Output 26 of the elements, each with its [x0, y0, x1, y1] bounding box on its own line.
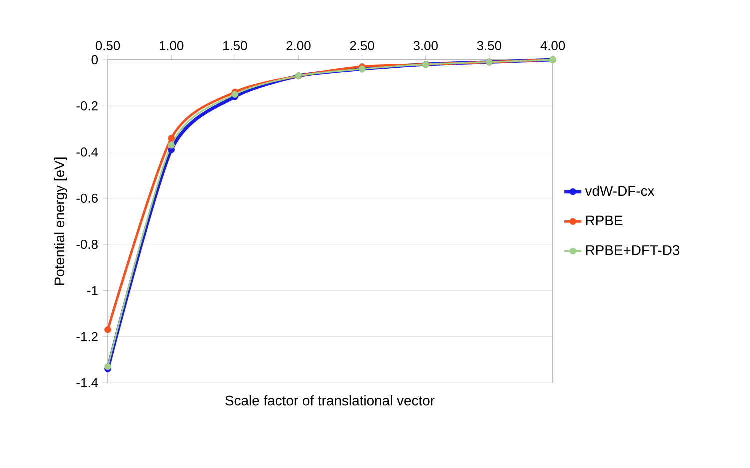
x-tick-label: 3.00 — [414, 41, 438, 50]
point — [232, 91, 239, 98]
x-tick-label: 1.50 — [224, 41, 248, 50]
point — [104, 363, 112, 370]
legend-label: RPBE — [586, 216, 623, 226]
y-tick-label: 0 — [92, 55, 98, 65]
y-axis-title: Potential energy [eV] — [54, 158, 68, 286]
point — [168, 135, 175, 142]
y-tick-label: -0.6 — [76, 194, 98, 203]
x-axis-title: Scale factor of translational vector — [226, 396, 435, 406]
y-tick-label: -0.8 — [76, 240, 98, 250]
x-tick-label: 4.00 — [540, 41, 566, 50]
x-tick-label: 1.00 — [160, 41, 184, 50]
x-tick-label: 3.50 — [477, 41, 502, 50]
legend-label: RPBE+DFT-D3 — [586, 245, 680, 256]
x-tick-label: 2.50 — [350, 41, 374, 50]
legend-label: vdW-DF-cx — [585, 186, 655, 196]
point — [104, 326, 112, 334]
point — [168, 142, 175, 149]
y-tick-label: -0.4 — [76, 148, 98, 157]
x-tick-label: 0.50 — [96, 41, 120, 50]
y-tick-label: -1.4 — [76, 378, 98, 388]
y-tick-label: -1 — [88, 286, 98, 296]
y-tick-label: -1.2 — [76, 332, 98, 342]
y-tick-label: -0.2 — [76, 102, 98, 111]
x-tick-label: 2.00 — [286, 41, 311, 50]
